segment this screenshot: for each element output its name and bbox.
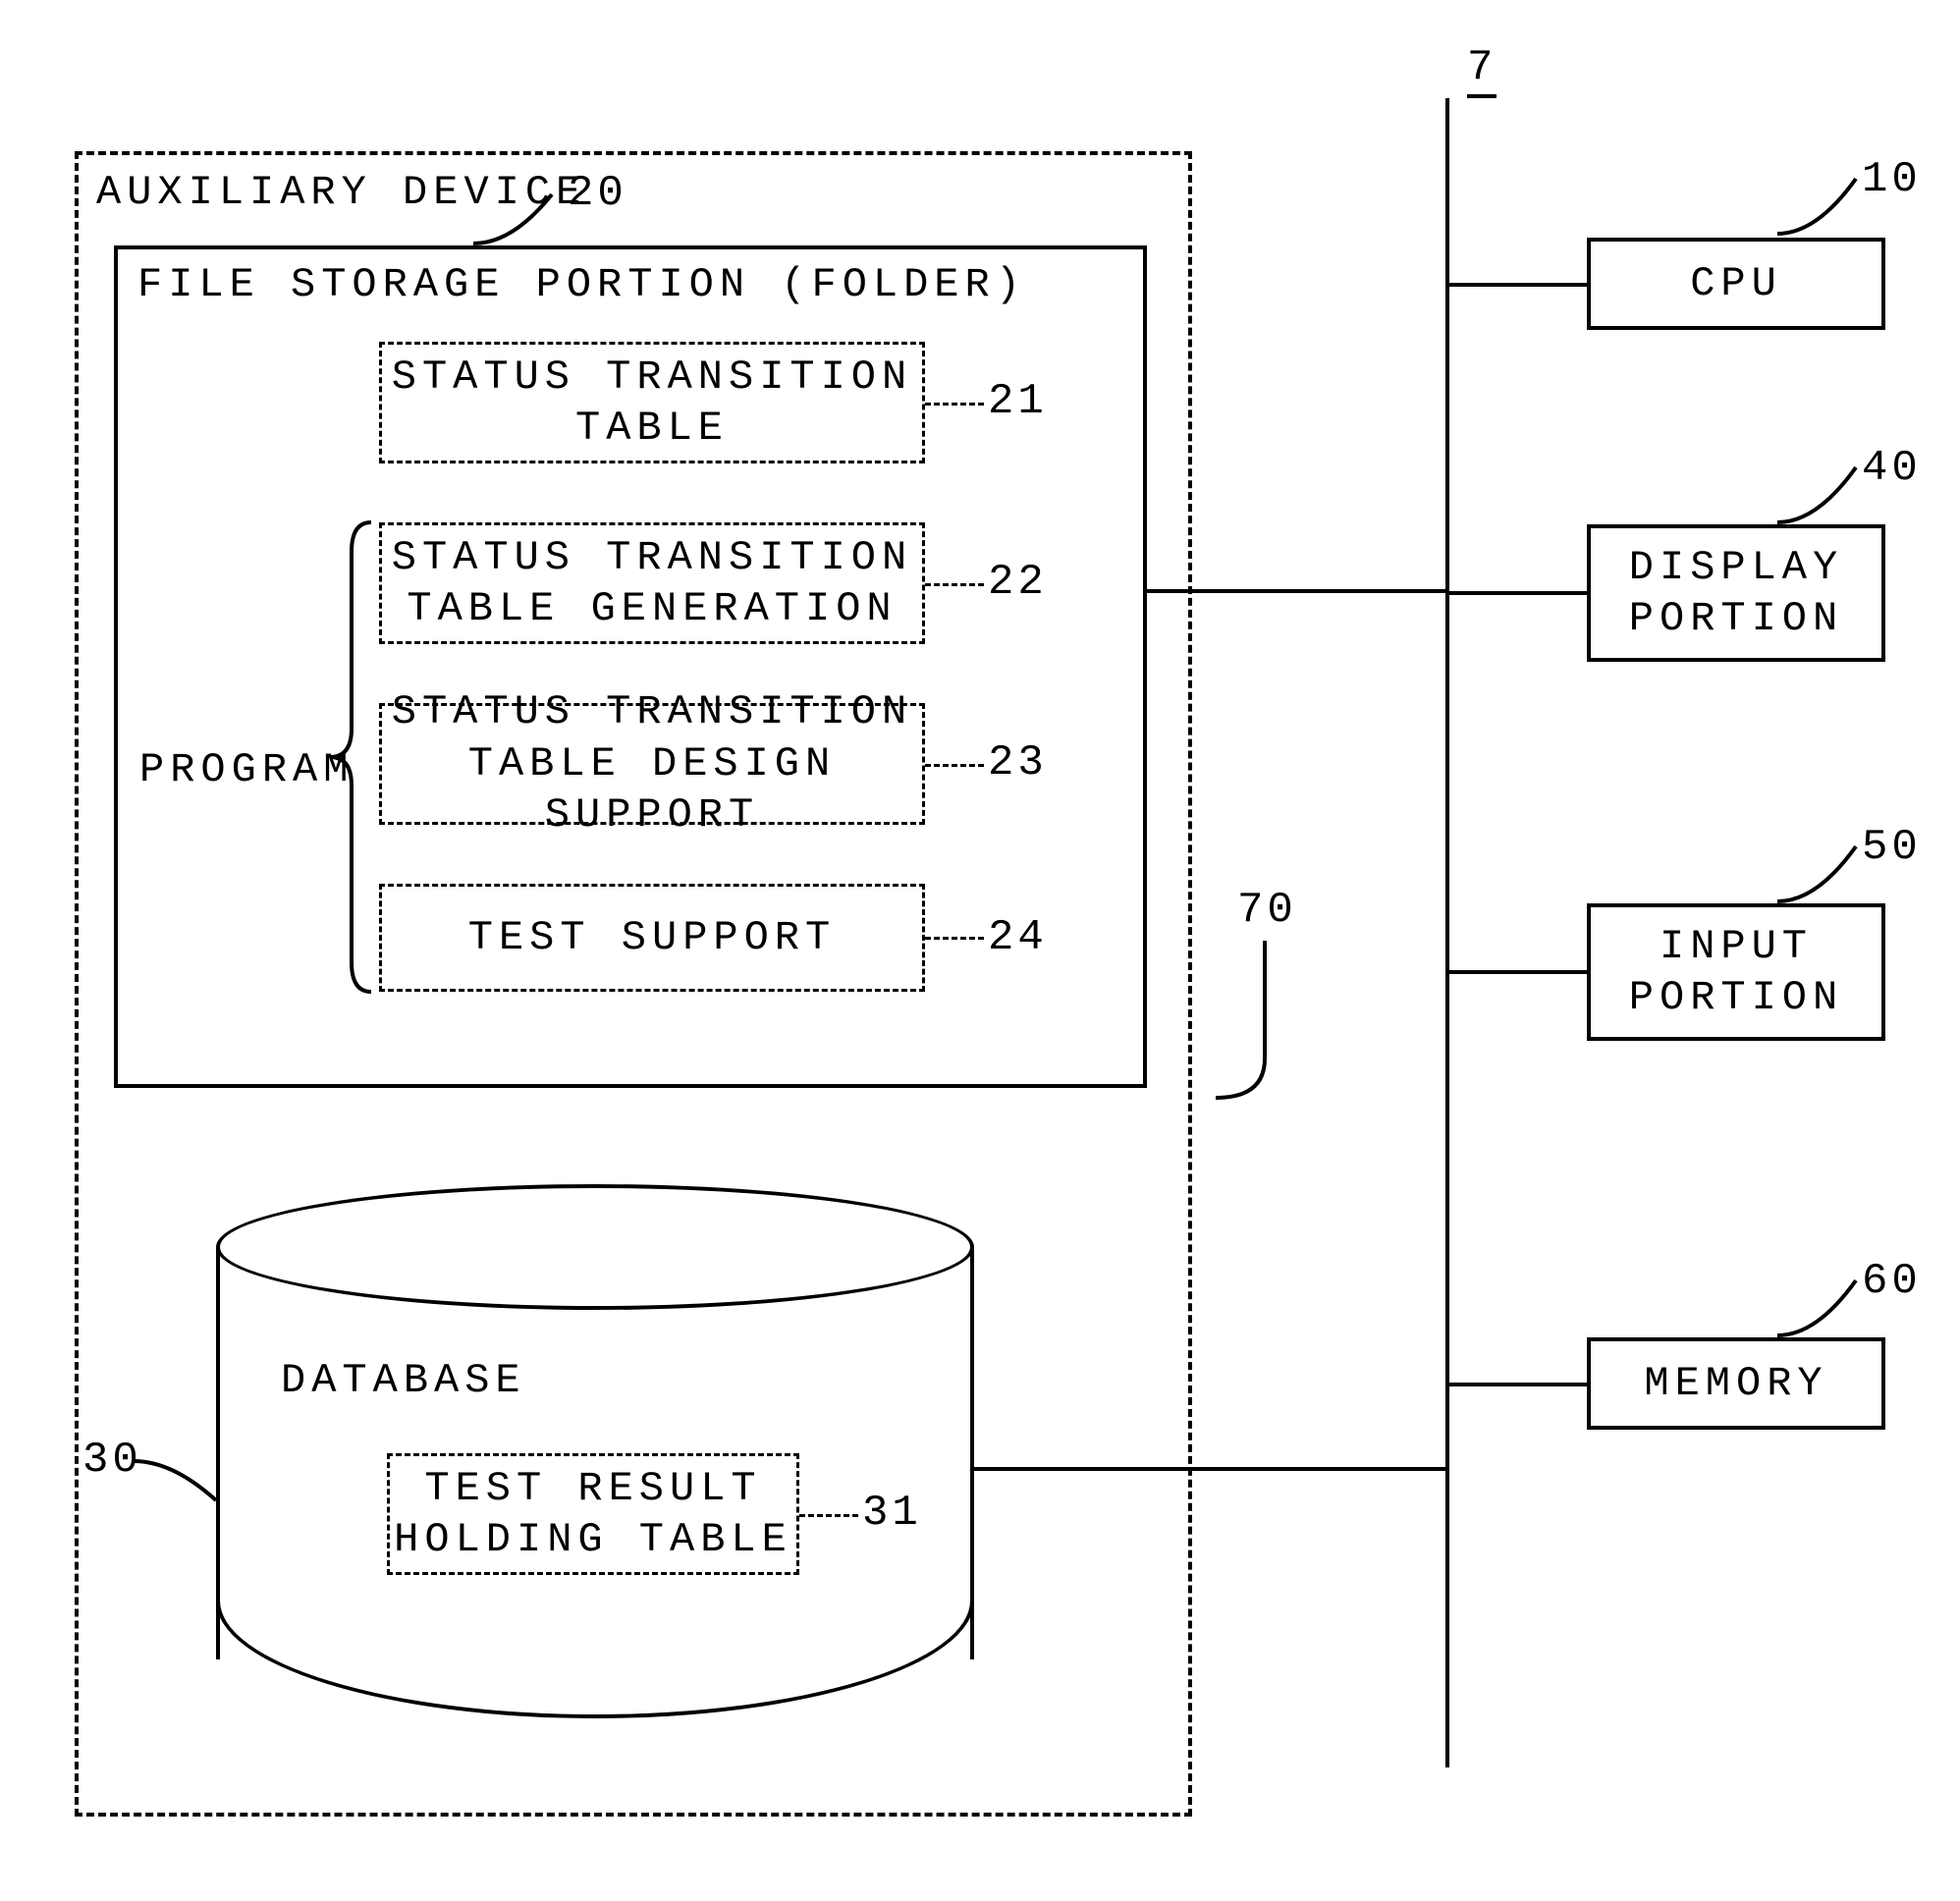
ref-31-leader: [799, 1514, 858, 1517]
ref-10: 10: [1862, 155, 1922, 204]
input-box: INPUT PORTION: [1587, 903, 1885, 1041]
conn-folder-bus: [1147, 589, 1447, 593]
test-result-table-label: TEST RESULT HOLDING TABLE: [390, 1463, 796, 1566]
bus-line: [1445, 98, 1449, 1767]
conn-display: [1447, 591, 1587, 595]
memory-box: MEMORY: [1587, 1337, 1885, 1430]
db-top: [216, 1184, 974, 1310]
ref-40: 40: [1862, 444, 1922, 493]
stt-design-box: STATUS TRANSITION TABLE DESIGN SUPPORT: [379, 703, 925, 825]
conn-db-bus: [974, 1467, 1447, 1471]
input-label: INPUT PORTION: [1591, 921, 1881, 1024]
ref-30: 30: [82, 1436, 142, 1485]
ref-70-leader: [1206, 941, 1275, 1108]
stt-label: STATUS TRANSITION TABLE: [382, 352, 922, 455]
test-result-table-box: TEST RESULT HOLDING TABLE: [387, 1453, 799, 1575]
figure-number: 7: [1467, 43, 1497, 98]
stt-gen-box: STATUS TRANSITION TABLE GENERATION: [379, 522, 925, 644]
stt-box: STATUS TRANSITION TABLE: [379, 342, 925, 463]
ref-70: 70: [1237, 886, 1297, 935]
ref-24: 24: [988, 913, 1048, 962]
folder-label: FILE STORAGE PORTION (FOLDER): [137, 261, 1026, 308]
ref-21-leader: [925, 403, 984, 406]
memory-label: MEMORY: [1644, 1358, 1827, 1410]
conn-cpu: [1447, 283, 1587, 287]
ref-22: 22: [988, 558, 1048, 607]
ref-21: 21: [988, 377, 1048, 426]
conn-input: [1447, 970, 1587, 974]
display-box: DISPLAY PORTION: [1587, 524, 1885, 662]
cpu-label: CPU: [1690, 258, 1782, 310]
conn-memory: [1447, 1383, 1587, 1386]
stt-design-label: STATUS TRANSITION TABLE DESIGN SUPPORT: [382, 686, 922, 842]
ref-22-leader: [925, 583, 984, 586]
stt-gen-label: STATUS TRANSITION TABLE GENERATION: [382, 532, 922, 635]
ref-20: 20: [568, 169, 627, 218]
test-support-box: TEST SUPPORT: [379, 884, 925, 992]
ref-50: 50: [1862, 823, 1922, 872]
ref-24-leader: [925, 937, 984, 940]
display-label: DISPLAY PORTION: [1591, 542, 1881, 645]
cpu-box: CPU: [1587, 238, 1885, 330]
test-support-label: TEST SUPPORT: [468, 912, 836, 964]
ref-31: 31: [862, 1489, 922, 1538]
ref-30-leader: [134, 1453, 222, 1512]
program-brace: [322, 522, 381, 992]
ref-23-leader: [925, 764, 984, 767]
ref-60: 60: [1862, 1257, 1922, 1306]
ref-23: 23: [988, 738, 1048, 788]
db-label: DATABASE: [281, 1357, 526, 1404]
